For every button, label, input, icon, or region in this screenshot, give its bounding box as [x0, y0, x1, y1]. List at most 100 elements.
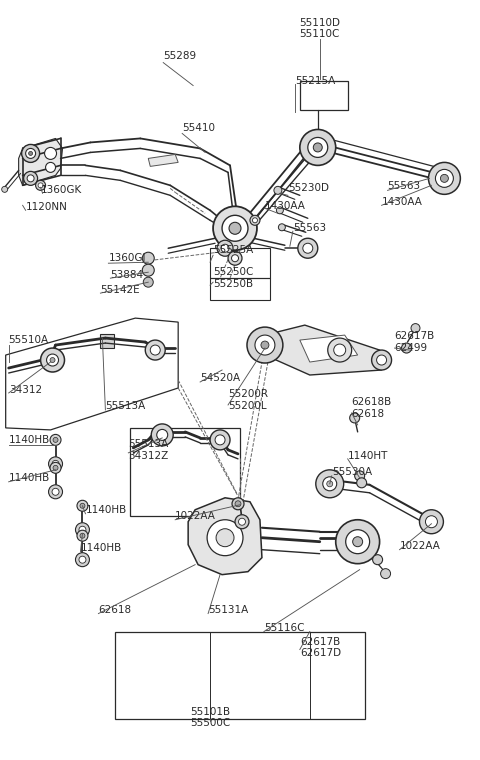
- Circle shape: [239, 518, 245, 525]
- Circle shape: [48, 485, 62, 499]
- Circle shape: [53, 438, 58, 442]
- Circle shape: [75, 553, 89, 567]
- Circle shape: [435, 169, 454, 188]
- Circle shape: [213, 206, 257, 250]
- Text: 62617B
62617D: 62617B 62617D: [300, 637, 341, 658]
- Circle shape: [24, 172, 37, 185]
- Circle shape: [142, 264, 154, 276]
- Polygon shape: [188, 498, 262, 575]
- Polygon shape: [148, 154, 178, 166]
- Circle shape: [79, 526, 86, 534]
- Text: 55110D
55110C: 55110D 55110C: [299, 17, 340, 40]
- Text: 55101B
55500C: 55101B 55500C: [190, 707, 230, 728]
- Circle shape: [222, 215, 248, 241]
- Circle shape: [355, 471, 365, 481]
- Circle shape: [420, 510, 444, 534]
- Circle shape: [228, 252, 242, 265]
- Text: 1360GJ: 1360GJ: [108, 253, 146, 263]
- Circle shape: [151, 424, 173, 446]
- Circle shape: [50, 435, 61, 445]
- Bar: [130, 428, 240, 516]
- Circle shape: [142, 252, 154, 264]
- Text: 55116C: 55116C: [264, 622, 304, 632]
- Text: 62618B
62618: 62618B 62618: [352, 397, 392, 419]
- Circle shape: [303, 243, 313, 253]
- Text: 55510A: 55510A: [9, 335, 49, 345]
- Text: 1430AA: 1430AA: [382, 198, 422, 207]
- Circle shape: [157, 429, 168, 440]
- Circle shape: [77, 530, 88, 541]
- Circle shape: [210, 430, 230, 450]
- Circle shape: [41, 348, 64, 372]
- Text: 55230D: 55230D: [288, 183, 329, 193]
- Circle shape: [261, 341, 269, 349]
- Circle shape: [77, 500, 88, 511]
- Text: 55250C
55250B: 55250C 55250B: [213, 268, 253, 289]
- Circle shape: [50, 357, 55, 363]
- Circle shape: [80, 534, 85, 538]
- Circle shape: [229, 222, 241, 234]
- Circle shape: [328, 338, 352, 362]
- Polygon shape: [265, 325, 382, 375]
- Text: 55513A: 55513A: [106, 401, 145, 411]
- Text: 1360GK: 1360GK: [41, 185, 82, 195]
- Circle shape: [45, 147, 57, 160]
- Text: 1140HB: 1140HB: [9, 473, 50, 483]
- Circle shape: [278, 223, 286, 231]
- Text: 1140HB: 1140HB: [85, 505, 127, 515]
- Circle shape: [48, 457, 62, 471]
- Circle shape: [215, 435, 225, 445]
- Circle shape: [27, 175, 34, 182]
- Text: 1140HB: 1140HB: [81, 543, 122, 553]
- Bar: [210, 278, 270, 300]
- Polygon shape: [19, 138, 62, 185]
- Circle shape: [381, 568, 391, 578]
- Circle shape: [50, 462, 61, 473]
- Circle shape: [255, 335, 275, 355]
- Text: 55142E: 55142E: [100, 285, 140, 295]
- Circle shape: [274, 186, 282, 195]
- Text: 55131A: 55131A: [208, 604, 248, 615]
- Circle shape: [300, 129, 336, 166]
- Text: 1022AA: 1022AA: [399, 540, 441, 551]
- Circle shape: [346, 530, 370, 554]
- Circle shape: [252, 218, 257, 223]
- Text: 55530A: 55530A: [332, 467, 372, 477]
- Circle shape: [38, 183, 43, 188]
- Circle shape: [79, 556, 86, 563]
- Circle shape: [2, 186, 8, 192]
- Circle shape: [357, 478, 367, 488]
- Text: 55513A
34312Z: 55513A 34312Z: [128, 439, 168, 461]
- Text: 55525A: 55525A: [213, 245, 253, 255]
- Circle shape: [411, 324, 420, 333]
- Text: 55289: 55289: [163, 51, 196, 61]
- Text: 1120NN: 1120NN: [25, 202, 68, 212]
- Circle shape: [216, 529, 234, 546]
- Circle shape: [36, 180, 46, 190]
- Text: 62617B
62499: 62617B 62499: [395, 331, 435, 353]
- Circle shape: [75, 523, 89, 537]
- Circle shape: [336, 520, 380, 564]
- Circle shape: [29, 151, 33, 155]
- Circle shape: [144, 277, 153, 287]
- Circle shape: [47, 354, 59, 366]
- Circle shape: [372, 555, 383, 565]
- Bar: [210, 249, 270, 278]
- Circle shape: [46, 163, 56, 173]
- Circle shape: [221, 244, 229, 252]
- Circle shape: [217, 240, 233, 256]
- Circle shape: [207, 520, 243, 556]
- Text: 55410: 55410: [182, 123, 215, 134]
- Bar: [300, 81, 348, 110]
- Circle shape: [313, 143, 322, 152]
- Circle shape: [232, 498, 244, 510]
- Circle shape: [52, 489, 59, 496]
- Bar: [115, 632, 365, 720]
- Circle shape: [235, 515, 249, 529]
- Circle shape: [276, 207, 283, 214]
- Circle shape: [327, 481, 333, 487]
- Text: 55215A: 55215A: [295, 75, 335, 86]
- Circle shape: [323, 477, 336, 491]
- Circle shape: [441, 174, 448, 182]
- Text: 1140HT: 1140HT: [348, 451, 388, 461]
